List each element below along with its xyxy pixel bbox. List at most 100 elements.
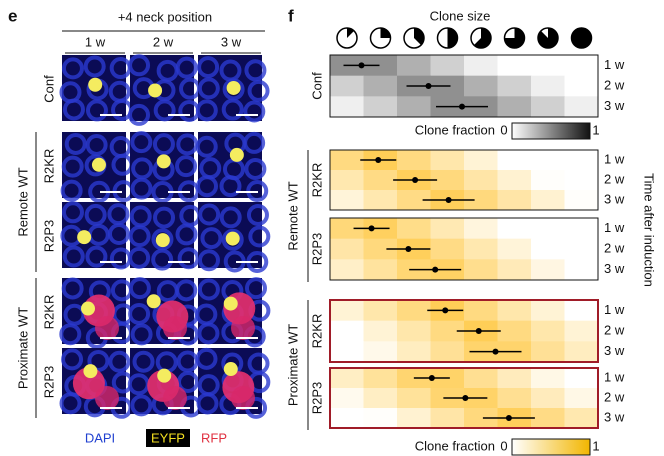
eyfp-cell: [223, 362, 238, 377]
heat-cell: [564, 341, 599, 363]
nucleus: [85, 133, 108, 156]
rfp-cell: [231, 316, 255, 340]
eyfp-cell: [81, 301, 96, 316]
heat-cell: [497, 320, 532, 342]
heat-cell: [430, 218, 465, 240]
heat-cell: [497, 300, 532, 322]
micrograph: [127, 348, 202, 418]
heat-cell: [464, 75, 498, 97]
heat-cell: [330, 300, 364, 322]
heat-cell: [497, 190, 532, 211]
heat-cell: [330, 238, 364, 260]
heat-cell: [531, 55, 565, 77]
heat-cell: [564, 320, 599, 342]
nucleus: [243, 131, 266, 154]
size-fill: [473, 28, 492, 49]
nucleus: [246, 203, 269, 226]
heat-cell: [464, 218, 498, 240]
nucleus: [221, 228, 244, 251]
heat-cell: [363, 170, 398, 191]
nucleus: [177, 371, 200, 394]
micrograph: [59, 277, 135, 349]
size-fill: [504, 28, 525, 48]
size-fill: [538, 27, 558, 48]
heat-cell: [497, 170, 532, 191]
nucleus: [61, 155, 84, 178]
heat-cell: [531, 300, 565, 322]
heat-cell: [564, 190, 599, 211]
nucleus: [195, 347, 218, 370]
heat-cell: [430, 150, 465, 171]
heat-cell: [363, 238, 398, 260]
heat-cell: [397, 55, 431, 77]
heat-cell: [564, 75, 599, 97]
heat-cell: [564, 238, 599, 260]
nucleus: [196, 392, 219, 415]
heatmap-label: R2KR: [309, 163, 324, 198]
micrograph: [128, 277, 200, 346]
time-label: 2 w: [604, 77, 625, 92]
micrograph: [195, 347, 271, 419]
heat-cell: [531, 150, 565, 171]
heat-cell: [363, 55, 398, 77]
heat-cell: [330, 408, 364, 429]
column-header: 3 w: [221, 34, 242, 49]
eyfp-cell: [91, 157, 106, 172]
heat-cell: [397, 190, 431, 211]
eyfp-cell: [155, 233, 170, 248]
nucleus: [175, 56, 198, 79]
time-label: 3 w: [604, 191, 625, 206]
nucleus: [62, 245, 85, 268]
heat-cell: [397, 96, 431, 118]
mean-dot: [375, 157, 382, 163]
panel-title: +4 neck position: [118, 9, 212, 24]
nucleus: [198, 203, 221, 226]
nucleus: [175, 279, 198, 302]
side-label: Time after induction: [642, 173, 657, 287]
nucleus: [87, 349, 110, 372]
colorbar-tick: 0: [500, 438, 507, 453]
nucleus: [128, 302, 151, 325]
nucleus: [62, 98, 85, 121]
heat-cell: [497, 96, 532, 118]
heat-cell: [330, 341, 364, 363]
heat-cell: [564, 300, 599, 322]
heat-cell: [531, 388, 565, 409]
micrograph: [59, 348, 134, 419]
heat-cell: [464, 259, 498, 281]
group-label: Remote WT: [15, 167, 30, 236]
heatmap-frame: [329, 54, 599, 118]
heat-cell: [330, 96, 364, 118]
colorbar-label: Clone fraction: [415, 438, 495, 453]
micrograph: [128, 54, 202, 126]
nucleus: [107, 223, 130, 246]
heat-cell: [531, 341, 565, 363]
heat-cell: [330, 218, 364, 240]
heat-cell: [531, 408, 565, 429]
heat-cell: [330, 170, 364, 191]
colorbar-tick: 0: [500, 122, 507, 137]
eyfp-cell: [146, 294, 161, 309]
heatmap-frame: [329, 299, 599, 363]
micrograph: [195, 55, 270, 123]
row-label: R2P3: [41, 366, 56, 399]
time-label: 3 w: [604, 261, 625, 276]
heat-cell: [564, 218, 599, 240]
eyfp-cell: [223, 296, 238, 311]
micrograph: [197, 202, 271, 273]
mean-dot: [425, 83, 432, 89]
heatmap-label: R2P3: [309, 233, 324, 266]
mean-dot: [475, 328, 482, 334]
row-label: R2KR: [41, 295, 56, 330]
heat-cell: [464, 170, 498, 191]
mean-dot: [428, 375, 435, 381]
colorbar-label: Clone fraction: [415, 122, 495, 137]
nucleus: [247, 79, 270, 102]
nucleus: [128, 277, 151, 300]
heat-cell: [363, 96, 398, 118]
heat-cell: [531, 218, 565, 240]
heat-cell: [363, 190, 398, 211]
heat-cell: [397, 218, 431, 240]
heat-cell: [497, 75, 532, 97]
time-label: 2 w: [604, 389, 625, 404]
